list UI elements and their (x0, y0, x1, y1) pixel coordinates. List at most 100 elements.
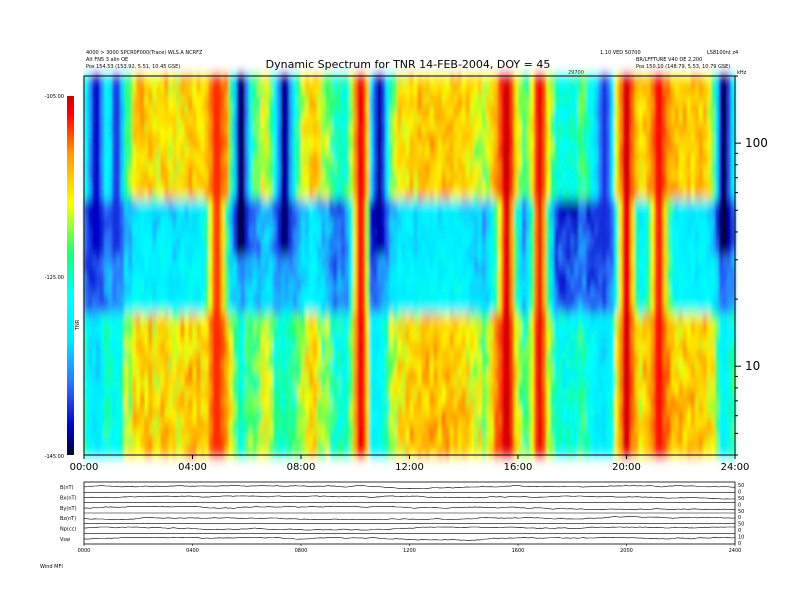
spectrogram-cell (144, 237, 149, 248)
spectrogram-cell (493, 407, 499, 418)
spectrogram-cell (341, 85, 346, 96)
spectrogram-cell (558, 379, 563, 390)
spectrogram-cell (156, 350, 161, 361)
spectrogram-cell (373, 379, 378, 390)
spectrogram-cell (268, 398, 274, 409)
spectrogram-cell (477, 208, 483, 219)
spectrogram-cell (288, 445, 294, 456)
spectrogram-cell (168, 360, 174, 371)
spectrogram-cell (518, 379, 523, 390)
spectrogram-cell (313, 199, 318, 210)
spectrogram-cell (493, 265, 499, 276)
spectrogram-cell (417, 388, 423, 399)
spectrogram-cell (465, 104, 471, 115)
spectrogram-cell (288, 256, 294, 267)
spectrogram-cell (268, 237, 274, 248)
spectrogram-cell (132, 180, 137, 191)
spectrogram-cell (288, 284, 294, 295)
spectrogram-cell (570, 94, 575, 106)
spectrogram-cell (558, 265, 563, 276)
spectrogram-cell (554, 208, 559, 219)
spectrogram-cell (361, 189, 366, 200)
spectrogram-cell (188, 246, 194, 257)
spectrogram-cell (244, 218, 250, 229)
spectrogram-cell (248, 189, 254, 200)
spectrogram-cell (550, 170, 555, 181)
spectrogram-cell (369, 132, 374, 143)
spectrogram-cell (409, 284, 415, 295)
spectrogram-cell (437, 436, 443, 447)
spectrogram-cell (296, 180, 302, 191)
spectrogram-cell (469, 76, 475, 87)
colorbar-label: TNR (75, 319, 81, 331)
spectrogram-cell (317, 151, 322, 162)
spectrogram-cell (361, 265, 366, 276)
spectrogram-cell (124, 303, 129, 314)
spectrogram-cell (449, 104, 455, 115)
spectrogram-cell (313, 331, 318, 342)
spectrogram-cell (361, 312, 366, 323)
spectrogram-cell (441, 132, 447, 143)
spectrogram-cell (232, 180, 238, 191)
spectrogram-cell (292, 379, 298, 390)
spectrogram-cell (546, 426, 551, 437)
spectrogram-cell (104, 161, 109, 172)
spectrogram-cell (570, 208, 575, 219)
spectrogram-cell (84, 208, 89, 219)
spectrogram-cell (509, 132, 515, 143)
spectrogram-cell (212, 407, 218, 418)
spectrogram-cell (369, 426, 374, 437)
spectrogram-cell (108, 85, 113, 96)
spectrogram-cell (409, 369, 415, 380)
spectrogram-cell (140, 341, 145, 352)
spectrogram-cell (220, 379, 226, 390)
spectrogram-cell (292, 341, 298, 352)
spectrogram-cell (244, 76, 250, 87)
spectrogram-cell (429, 426, 435, 437)
spectrogram-cell (313, 246, 318, 257)
spectrogram-cell (264, 151, 270, 162)
spectrogram-cell (538, 94, 543, 106)
spectrogram-cell (128, 218, 133, 229)
spectrogram-cell (345, 350, 350, 361)
spectrogram-cell (264, 199, 270, 210)
spectrogram-cell (433, 331, 439, 342)
spectrogram-cell (373, 113, 378, 124)
spectrogram-cell (100, 142, 105, 153)
spectrogram-cell (108, 208, 113, 219)
spectrogram-cell (140, 331, 145, 342)
spectrogram-cell (256, 274, 262, 286)
spectrogram-cell (272, 151, 278, 162)
spectrogram-cell (461, 407, 467, 418)
spectrogram-cell (216, 227, 222, 238)
spectrogram-cell (429, 417, 435, 428)
spectrogram-cell (108, 199, 113, 210)
spectrogram-cell (365, 218, 370, 229)
spectrogram-cell (248, 256, 254, 267)
spectrogram-cell (542, 417, 547, 428)
spectrogram-cell (108, 322, 113, 333)
spectrogram-cell (184, 246, 190, 257)
spectrogram-cell (453, 417, 459, 428)
spectrogram-cell (176, 142, 182, 153)
spectrogram-cell (409, 322, 415, 333)
spectrogram-cell (421, 322, 427, 333)
spectrogram-cell (204, 407, 210, 418)
spectrogram-cell (84, 180, 89, 191)
spectrogram-cell (477, 284, 483, 295)
spectrogram-cell (284, 417, 290, 428)
spectrogram-cell (120, 322, 125, 333)
spectrogram-cell (196, 151, 202, 162)
spectrogram-cell (204, 350, 210, 361)
spectrogram-cell (542, 199, 547, 210)
spectrogram-cell (377, 246, 382, 257)
spectrogram-cell (100, 293, 105, 304)
spectrogram-cell (276, 265, 282, 276)
spectrogram-cell (96, 398, 101, 409)
spectrogram-cell (240, 284, 246, 295)
spectrogram-cell (313, 227, 318, 238)
spectrogram-cell (554, 312, 559, 323)
spectrogram-cell (252, 142, 258, 153)
spectrogram-cell (505, 132, 511, 143)
spectrogram-cell (357, 303, 362, 314)
